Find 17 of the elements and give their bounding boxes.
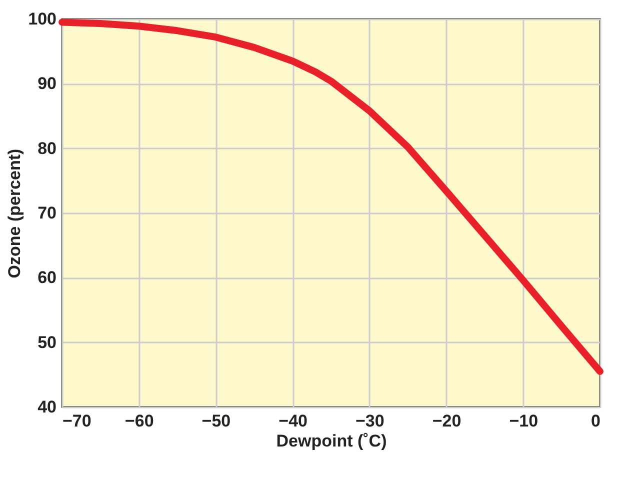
x-axis-title: Dewpoint (˚C) [276, 432, 387, 450]
y-tick-label: 60 [38, 268, 56, 288]
y-tick-label: 50 [38, 332, 56, 352]
x-tick-label: −40 [278, 412, 308, 430]
x-tick-label: −60 [124, 412, 154, 430]
x-tick-label: −50 [202, 412, 231, 430]
x-tick-label: −70 [62, 412, 92, 430]
y-tick-label: 40 [38, 398, 56, 416]
x-tick-label: 0 [591, 412, 600, 430]
x-tick-label: −20 [432, 412, 462, 430]
y-tick-label: 80 [38, 138, 56, 158]
y-tick-label: 90 [38, 74, 56, 94]
y-axis-title: Ozone (percent) [5, 148, 24, 278]
y-tick-label: 70 [38, 204, 56, 222]
x-tick-label: −10 [509, 412, 538, 430]
y-tick-label: 100 [28, 10, 56, 28]
x-tick-label: −30 [356, 412, 384, 430]
